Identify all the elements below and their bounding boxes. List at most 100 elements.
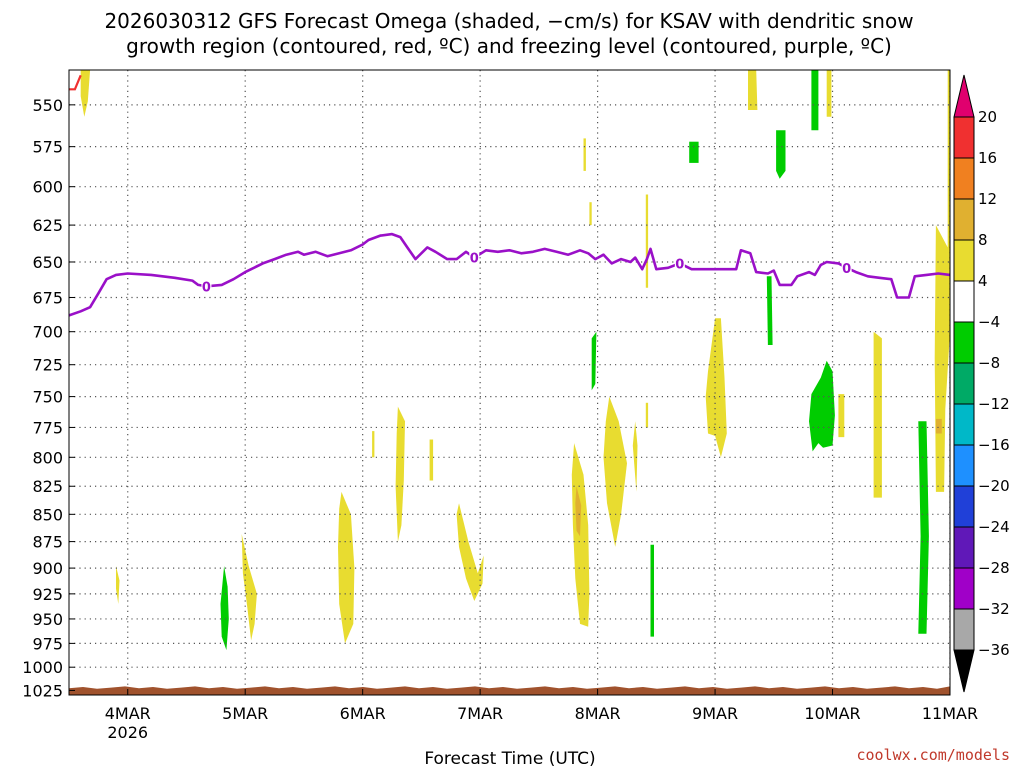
omega-region-11	[603, 396, 627, 547]
colorbar-label-10: −24	[978, 518, 1010, 536]
x-tick-label-3: 7MAR	[457, 704, 503, 723]
colorbar: 20 16 12 8 4 −4 −8 −12 −16 −20 −24 −28 −32 −36	[953, 74, 1010, 693]
y-axis: 550 575 600 625 650 675 700 725 750 775 800 825 850 8…	[22, 96, 75, 700]
chart-title-line2: growth region (contoured, red, ºC) and f…	[126, 34, 892, 58]
y-tick-label-19: 1025	[22, 681, 63, 700]
omega-region-20	[705, 318, 727, 458]
freezing-label-bg-2	[674, 255, 685, 270]
x-axis-title: Forecast Time (UTC)	[424, 749, 595, 768]
colorbar-label-4: 4	[978, 272, 988, 290]
y-tick-label-11: 825	[32, 477, 63, 496]
contour-lines: 0 0 0 0	[69, 74, 950, 317]
colorbar-segment-12	[953, 608, 975, 651]
y-tick-label-14: 900	[32, 559, 63, 578]
colorbar-segment-7	[953, 403, 975, 446]
x-tick-sublabel-0: 2026	[107, 723, 148, 742]
chart-title-line1: 2026030312 GFS Forecast Omega (shaded, −…	[104, 9, 913, 33]
freezing-label-bg-3	[841, 259, 852, 274]
y-tick-label-9: 775	[32, 418, 63, 437]
y-tick-label-1: 575	[32, 138, 63, 157]
omega-region-22	[776, 130, 786, 179]
freezing-level-label-2: 0	[675, 257, 684, 272]
y-tick-label-10: 800	[32, 448, 63, 467]
colorbar-segment-2	[953, 198, 975, 241]
y-tick-label-15: 925	[32, 585, 63, 604]
x-tick-label-2: 6MAR	[340, 704, 386, 723]
colorbar-segment-1	[953, 157, 975, 200]
omega-region-30	[934, 70, 950, 492]
x-tick-label-6: 10MAR	[804, 704, 860, 723]
colorbar-label-0: 20	[978, 108, 997, 126]
colorbar-segment-10	[953, 526, 975, 569]
omega-region-15	[645, 194, 649, 288]
colorbar-segment-9	[953, 485, 975, 528]
omega-region-28	[873, 331, 882, 498]
x-tick-label-1: 5MAR	[222, 704, 268, 723]
omega-region-6	[372, 431, 375, 458]
y-tick-label-0: 550	[32, 96, 63, 115]
colorbar-segment-4	[953, 280, 975, 323]
omega-region-25	[766, 276, 773, 345]
y-tick-label-18: 1000	[22, 658, 63, 677]
omega-region-10	[575, 486, 582, 537]
y-tick-label-13: 875	[32, 533, 63, 552]
y-tick-label-12: 850	[32, 505, 63, 524]
colorbar-label-9: −20	[978, 477, 1010, 495]
colorbar-segment-0	[953, 116, 975, 159]
omega-region-18	[650, 544, 654, 637]
omega-region-0	[80, 70, 91, 117]
colorbar-segment-8	[953, 444, 975, 487]
y-tick-label-3: 625	[32, 216, 63, 235]
freezing-label-bg-1	[469, 249, 480, 264]
surface-band	[69, 686, 950, 695]
omega-region-8	[456, 503, 484, 601]
omega-region-29	[918, 421, 929, 634]
colorbar-bottom-arrow	[953, 649, 975, 693]
y-tick-label-5: 675	[32, 288, 63, 307]
freezing-level-label-0: 0	[202, 280, 211, 295]
freezing-level-line	[69, 232, 950, 317]
dendritic-growth-line	[69, 74, 82, 91]
omega-region-12	[632, 421, 638, 492]
omega-region-16	[645, 402, 649, 428]
omega-region-19	[689, 141, 699, 163]
omega-region-27	[838, 394, 845, 438]
x-tick-label-5: 9MAR	[692, 704, 738, 723]
surface-terrain	[69, 686, 950, 695]
y-tick-label-2: 600	[32, 178, 63, 197]
colorbar-segment-5	[953, 321, 975, 364]
colorbar-label-12: −32	[978, 600, 1010, 618]
omega-region-5	[395, 406, 405, 542]
x-tick-label-0: 4MAR	[105, 704, 151, 723]
colorbar-label-2: 12	[978, 190, 997, 208]
omega-region-3	[241, 534, 257, 641]
colorbar-label-6: −8	[978, 354, 1000, 372]
omega-region-17	[591, 331, 597, 391]
omega-shading	[80, 70, 950, 651]
colorbar-label-3: 8	[978, 231, 988, 249]
y-tick-label-16: 950	[32, 610, 63, 629]
colorbar-label-8: −16	[978, 436, 1010, 454]
omega-region-21	[748, 70, 758, 110]
freezing-level-label-3: 0	[842, 262, 851, 277]
plot-area: 0 0 0 0	[68, 69, 951, 696]
x-tick-label-7: 11MAR	[922, 704, 978, 723]
omega-region-24	[826, 70, 832, 117]
credit-link[interactable]: coolwx.com/models	[856, 746, 1010, 764]
colorbar-label-11: −28	[978, 559, 1010, 577]
plot-frame	[68, 69, 951, 696]
y-tick-label-6: 700	[32, 323, 63, 342]
colorbar-label-13: −36	[978, 641, 1010, 659]
y-tick-label-4: 650	[32, 253, 63, 272]
omega-region-13	[583, 138, 586, 171]
x-tick-label-4: 8MAR	[575, 704, 621, 723]
omega-region-14	[589, 202, 592, 226]
freezing-level-label-1: 0	[470, 252, 479, 267]
y-tick-label-8: 750	[32, 388, 63, 407]
omega-region-4	[338, 491, 355, 644]
colorbar-label-5: −4	[978, 313, 1000, 331]
colorbar-top-arrow	[953, 74, 975, 118]
colorbar-segment-3	[953, 239, 975, 282]
